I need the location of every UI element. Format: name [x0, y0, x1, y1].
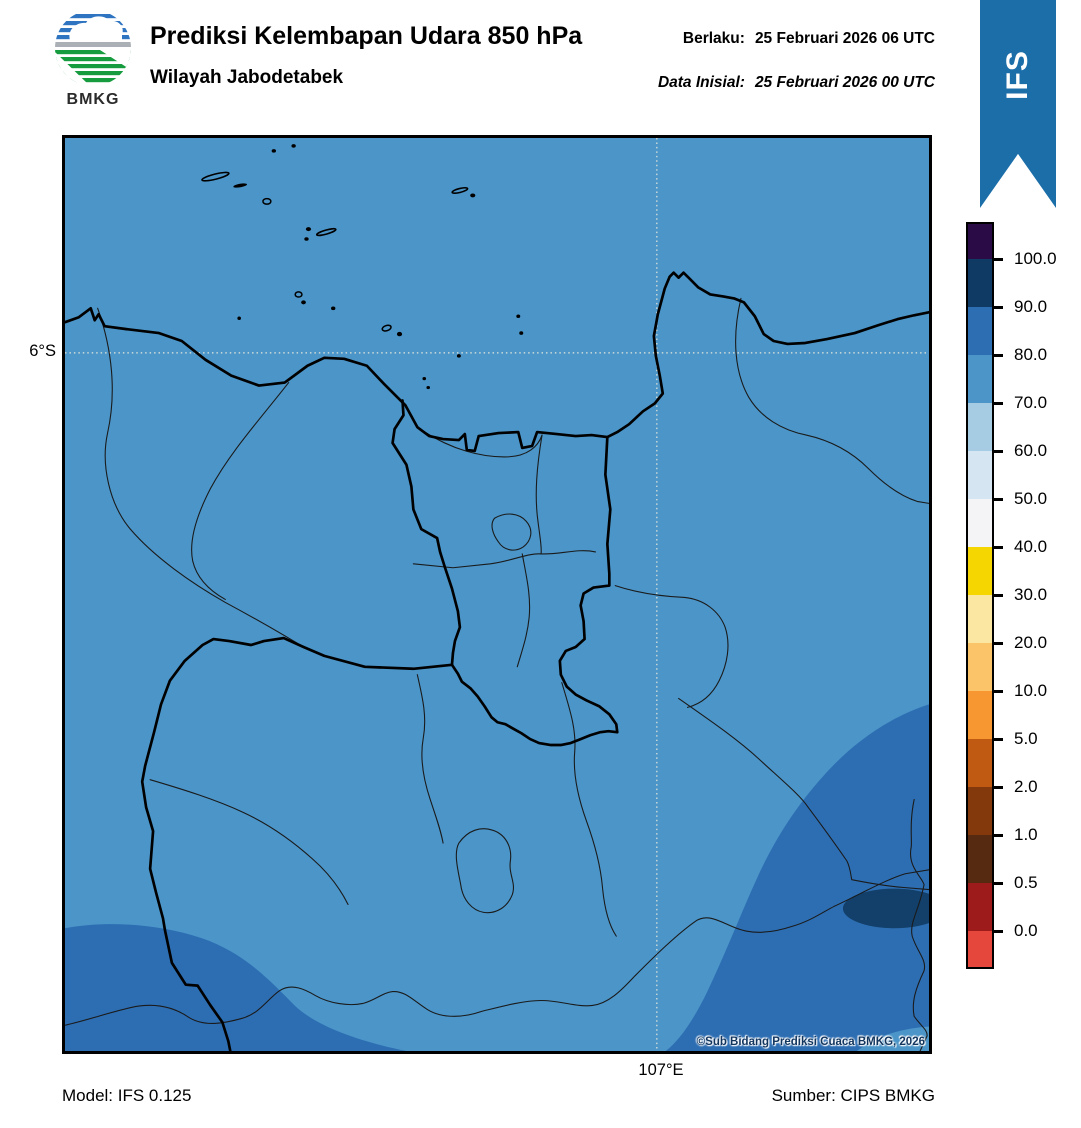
colorbar-segment	[968, 451, 992, 499]
colorbar-segment	[968, 499, 992, 547]
colorbar-tick	[994, 449, 1003, 453]
valid-time: Berlaku: 25 Februari 2026 06 UTC	[683, 30, 935, 48]
coastline-and-province-boundaries	[65, 271, 929, 1051]
province-boundary-southwest	[140, 636, 454, 1051]
colorbar-segment	[968, 691, 992, 739]
colorbar-tick-label: 5.0	[1014, 729, 1038, 748]
colorbar-segment	[968, 224, 992, 259]
colorbar-tick-label: 20.0	[1014, 633, 1048, 652]
humidity-region-southwest	[65, 924, 407, 1051]
humidity-region-southeast	[665, 704, 929, 1051]
colorbar-segment	[968, 931, 992, 967]
page-title: Prediksi Kelembapan Udara 850 hPa	[150, 22, 583, 50]
colorbar-segment	[968, 307, 992, 355]
valid-time-value: 25 Februari 2026 06 UTC	[754, 30, 935, 47]
bmkg-logo: BMKG	[48, 8, 138, 109]
colorbar-tick	[994, 401, 1003, 405]
colorbar-tick-label: 90.0	[1014, 297, 1048, 316]
colorbar-segment	[968, 259, 992, 307]
page-subtitle: Wilayah Jabodetabek	[150, 67, 344, 88]
colorbar-segment	[968, 787, 992, 835]
colorbar-tick	[994, 593, 1003, 597]
colorbar-segment	[968, 355, 992, 403]
colorbar-segment	[968, 643, 992, 691]
colorbar-tick	[994, 689, 1003, 693]
lat-tick-label: 6°S	[29, 342, 56, 360]
footer-source: Sumber: CIPS BMKG	[771, 1086, 935, 1105]
province-boundary-west	[391, 399, 462, 667]
humidity-map	[65, 138, 929, 1051]
colorbar-tick-label: 80.0	[1014, 345, 1048, 364]
colorbar-tick-label: 70.0	[1014, 393, 1048, 412]
colorbar-tick-label: 2.0	[1014, 777, 1038, 796]
humidity-region-east-core	[842, 888, 929, 929]
coastline	[65, 271, 929, 453]
initial-time-value: 25 Februari 2026 00 UTC	[754, 74, 935, 91]
province-boundary-east	[558, 435, 619, 734]
humidity-region-corner	[856, 1026, 929, 1051]
colorbar-tick	[994, 497, 1003, 501]
colorbar-segment	[968, 403, 992, 451]
valid-time-label: Berlaku:	[682, 30, 745, 47]
model-ribbon: IFS	[980, 0, 1056, 208]
colorbar-track: 100.0 90.0 80.0 70.0 60.0 50.0 40.0 30.0 20.0 10.…	[966, 222, 1057, 969]
colorbar-tick	[994, 545, 1003, 549]
colorbar-tick-label: 50.0	[1014, 489, 1048, 508]
colorbar-tick-label: 40.0	[1014, 537, 1048, 556]
footer-model: Model: IFS 0.125	[62, 1086, 192, 1105]
colorbar-tick	[994, 929, 1003, 933]
colorbar-segment	[968, 595, 992, 643]
initial-time: Data Inisial: 25 Februari 2026 00 UTC	[658, 74, 935, 92]
colorbar-tick-label: 100.0	[1014, 249, 1057, 268]
colorbar-tick	[994, 737, 1003, 741]
lon-tick-label: 107°E	[638, 1061, 684, 1079]
colorbar-tick	[994, 785, 1003, 789]
colorbar-tick-label: 10.0	[1014, 681, 1048, 700]
colorbar-segment	[968, 835, 992, 883]
colorbar-segment	[968, 547, 992, 595]
map-copyright: ©Sub Bidang Prediksi Cuaca BMKG, 2026	[696, 1036, 925, 1048]
islands	[201, 144, 524, 390]
colorbar-tick	[994, 257, 1003, 261]
colorbar-tick	[994, 641, 1003, 645]
model-ribbon-label: IFS	[1000, 50, 1034, 100]
colorbar-tick-label: 30.0	[1014, 585, 1048, 604]
bmkg-logo-label: BMKG	[66, 91, 120, 108]
colorbar-tick	[994, 305, 1003, 309]
bmkg-logo-icon	[55, 10, 131, 86]
district-boundaries	[65, 297, 929, 1051]
colorbar-tick	[994, 881, 1003, 885]
province-boundary-south	[450, 663, 619, 747]
colorbar-tick-label: 0.5	[1014, 873, 1038, 892]
initial-time-label: Data Inisial:	[657, 74, 745, 91]
colorbar-tick-label: 60.0	[1014, 441, 1048, 460]
map-panel: ©Sub Bidang Prediksi Cuaca BMKG, 2026	[62, 135, 932, 1054]
colorbar-tick	[994, 353, 1003, 357]
colorbar-tick	[994, 833, 1003, 837]
colorbar-segment	[968, 739, 992, 787]
graticule	[65, 138, 929, 1051]
colorbar-tick-label: 1.0	[1014, 825, 1038, 844]
colorbar-tick-label: 0.0	[1014, 921, 1038, 940]
colorbar-segment	[968, 883, 992, 931]
